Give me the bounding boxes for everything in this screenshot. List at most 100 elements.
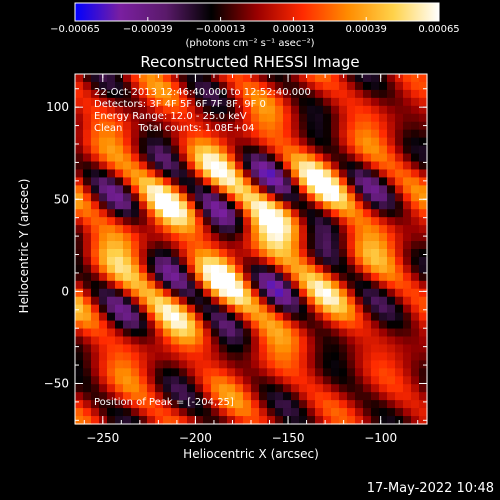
heatmap-cell xyxy=(387,241,396,250)
heatmap-cell xyxy=(131,105,140,115)
heatmap-cell xyxy=(259,129,268,139)
heatmap-cell xyxy=(83,288,92,298)
heatmap-cell xyxy=(403,416,412,425)
heatmap-cell xyxy=(371,113,380,123)
colorbar-tick-label: 0.00013 xyxy=(272,24,315,35)
heatmap-cell xyxy=(307,153,316,163)
heatmap-cell xyxy=(227,233,236,242)
heatmap-cell xyxy=(267,336,276,346)
heatmap-cell xyxy=(211,177,220,186)
heatmap-cell xyxy=(395,74,404,83)
heatmap-cell xyxy=(419,241,428,250)
heatmap-cell xyxy=(291,408,300,417)
heatmap-cell xyxy=(259,368,268,377)
heatmap-cell xyxy=(179,217,188,226)
heatmap-cell xyxy=(275,185,284,194)
heatmap-cell xyxy=(211,225,220,234)
heatmap-cell xyxy=(299,233,308,242)
heatmap-cell xyxy=(267,105,276,115)
heatmap-cell xyxy=(251,264,260,274)
heatmap-cell xyxy=(75,121,84,131)
heatmap-cell xyxy=(195,312,204,322)
heatmap-cell xyxy=(259,97,268,107)
heatmap-cell xyxy=(219,233,228,242)
annotation-detectors: Detectors: 3F 4F 5F 6F 7F 8F, 9F 0 xyxy=(94,99,266,110)
heatmap-cell xyxy=(187,368,196,377)
heatmap-cell xyxy=(235,400,244,409)
heatmap-cell xyxy=(363,161,372,171)
heatmap-cell xyxy=(339,264,348,274)
heatmap-cell xyxy=(419,336,428,346)
heatmap-cell xyxy=(379,145,388,155)
heatmap-cell xyxy=(219,241,228,250)
heatmap-cell xyxy=(227,169,236,178)
heatmap-cell xyxy=(251,217,260,226)
heatmap-cell xyxy=(203,233,212,242)
heatmap-cell xyxy=(339,336,348,346)
heatmap-cell xyxy=(379,288,388,298)
heatmap-cell xyxy=(323,153,332,163)
heatmap-cell xyxy=(131,177,140,186)
heatmap-cell xyxy=(243,264,252,274)
heatmap-cell xyxy=(363,185,372,194)
heatmap-cell xyxy=(379,328,388,338)
heatmap-cell xyxy=(251,241,260,250)
heatmap-cell xyxy=(163,312,172,322)
heatmap-cell xyxy=(379,272,388,282)
heatmap-cell xyxy=(123,121,132,131)
heatmap-cell xyxy=(379,416,388,425)
heatmap-cell xyxy=(75,336,84,346)
heatmap-cell xyxy=(171,256,180,266)
heatmap-cell xyxy=(139,360,148,369)
heatmap-cell xyxy=(395,177,404,186)
heatmap-cell xyxy=(91,360,100,369)
heatmap-cell xyxy=(363,400,372,409)
heatmap-cell xyxy=(115,121,124,131)
heatmap-cell xyxy=(115,328,124,338)
colorbar-tick-labels: −0.00065 −0.00039 −0.00013 0.00013 0.00039 0.… xyxy=(50,24,460,38)
heatmap-cell xyxy=(179,153,188,163)
heatmap-cell xyxy=(235,360,244,369)
heatmap-cell xyxy=(419,105,428,115)
heatmap-cell xyxy=(171,360,180,369)
heatmap-cell xyxy=(363,209,372,218)
heatmap-cell xyxy=(227,113,236,123)
heatmap-cell xyxy=(115,400,124,409)
heatmap-cell xyxy=(107,360,116,369)
heatmap-cell xyxy=(275,169,284,178)
heatmap-cell xyxy=(339,352,348,361)
heatmap-cell xyxy=(99,408,108,417)
heatmap-cell xyxy=(75,304,84,314)
heatmap-cell xyxy=(371,225,380,234)
heatmap-cell xyxy=(139,368,148,377)
heatmap-cell xyxy=(219,185,228,194)
heatmap-cell xyxy=(91,201,100,210)
heatmap-cell xyxy=(91,408,100,417)
heatmap-cell xyxy=(347,233,356,242)
heatmap-cell xyxy=(195,233,204,242)
heatmap-cell xyxy=(203,241,212,250)
heatmap-cell xyxy=(283,201,292,210)
heatmap-cell xyxy=(411,256,420,266)
heatmap-cell xyxy=(419,89,428,99)
heatmap-cell xyxy=(139,113,148,123)
heatmap-cell xyxy=(283,368,292,377)
heatmap-cell xyxy=(179,241,188,250)
heatmap-cell xyxy=(99,288,108,298)
heatmap-cell xyxy=(315,209,324,218)
heatmap-cell xyxy=(123,400,132,409)
heatmap-cell xyxy=(323,169,332,178)
heatmap-cell xyxy=(347,368,356,377)
heatmap-cell xyxy=(195,328,204,338)
heatmap-cell xyxy=(123,137,132,147)
heatmap-cell xyxy=(107,336,116,346)
heatmap-cell xyxy=(195,169,204,178)
heatmap-cell xyxy=(251,89,260,99)
heatmap-cell xyxy=(75,368,84,377)
heatmap-cell xyxy=(179,360,188,369)
heatmap-cell xyxy=(155,272,164,282)
heatmap-cell xyxy=(107,304,116,314)
heatmap-cell xyxy=(371,233,380,242)
heatmap-cell xyxy=(363,137,372,147)
heatmap-cell xyxy=(155,185,164,194)
